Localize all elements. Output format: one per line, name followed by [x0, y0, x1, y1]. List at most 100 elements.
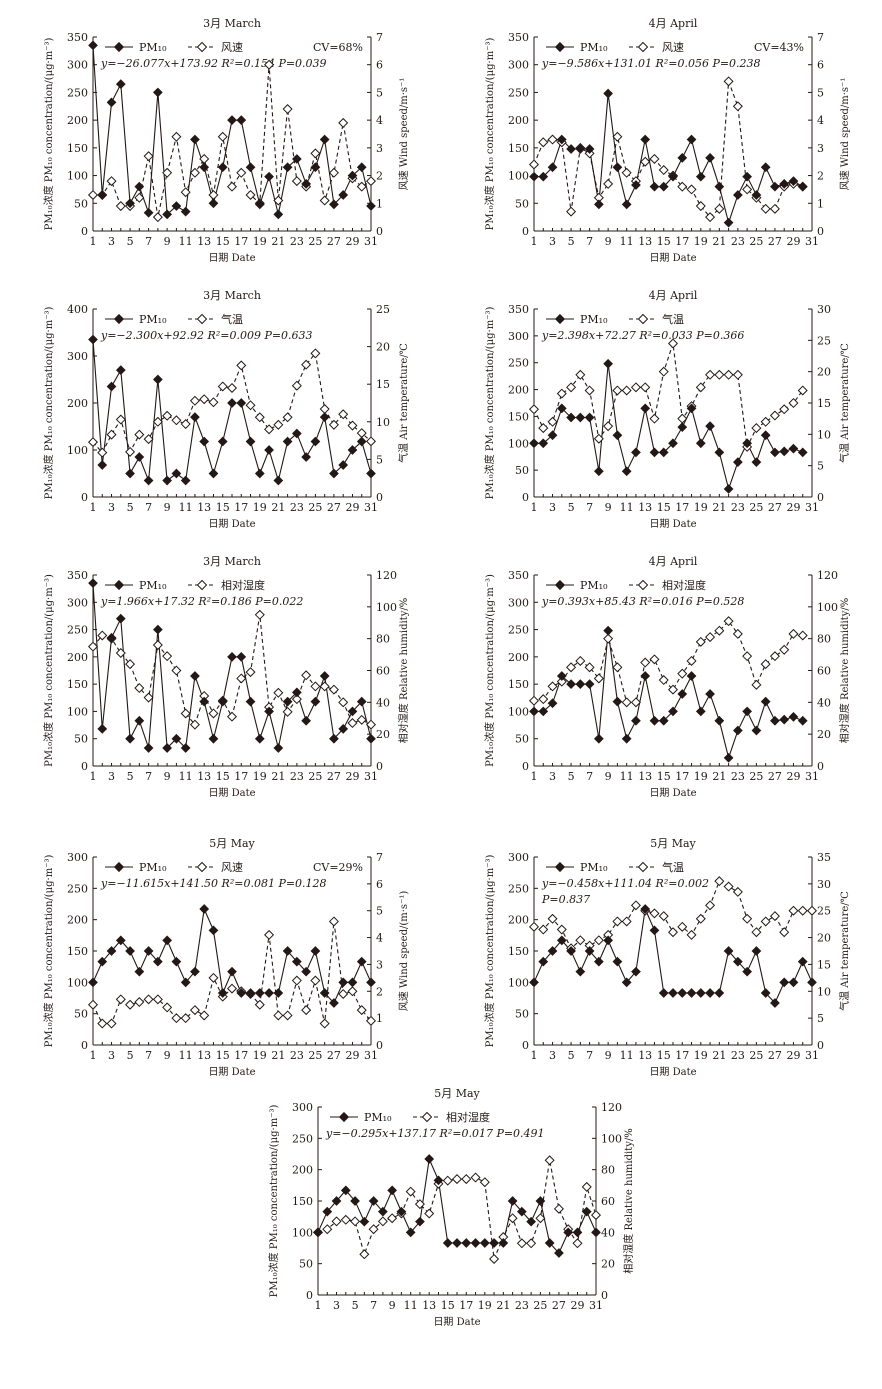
pm10-data-point	[631, 966, 641, 977]
pm10-data-point	[705, 152, 715, 163]
secondary-data-point	[528, 921, 540, 932]
pm10-data-point	[245, 696, 256, 707]
left-y-tick-label: 100	[508, 437, 529, 450]
pm10-data-point	[807, 977, 817, 988]
chart-panel-march-wind: 0 50 100 150 200 250 300 350 0 1 2 3 4 5 6 7 1 3 5 7 9 11 13 15…	[0, 10, 440, 268]
pm10-data-point	[631, 180, 641, 190]
secondary-data-point	[649, 153, 660, 164]
pm10-data-point	[575, 144, 586, 154]
x-tick-label: 19	[694, 770, 708, 783]
pm10-data-point	[347, 170, 358, 181]
pm10-data-point	[621, 977, 632, 988]
secondary-data-point	[319, 404, 330, 415]
x-tick-label: 27	[768, 770, 782, 783]
left-y-tick-label: 250	[67, 86, 88, 99]
pm10-data-point	[714, 715, 725, 726]
x-tick-label: 15	[657, 235, 671, 248]
secondary-data-point	[779, 644, 790, 655]
pm10-data-point	[507, 1196, 518, 1206]
secondary-data-point	[797, 630, 808, 641]
secondary-data-point	[115, 201, 126, 212]
secondary-data-point	[649, 413, 660, 424]
left-y-axis-title: PM₁₀浓度 PM₁₀ concentration/(μg·m⁻³)	[483, 574, 496, 767]
pm10-data-point	[612, 696, 623, 707]
secondary-data-point	[254, 412, 265, 423]
pm10-data-point	[340, 1185, 351, 1196]
secondary-data-point	[612, 662, 623, 673]
pm10-data-point	[547, 698, 558, 709]
right-y-tick-label: 20	[601, 1258, 615, 1271]
secondary-data-point	[264, 59, 275, 70]
secondary-data-point	[226, 181, 238, 192]
pm10-data-point	[282, 436, 293, 447]
x-tick-label: 23	[731, 501, 745, 514]
secondary-data-point	[584, 662, 595, 673]
right-y-tick-label: 5	[376, 86, 383, 99]
secondary-data-point	[152, 212, 163, 223]
right-y-tick-label: 15	[376, 378, 390, 391]
pm10-data-point	[517, 1206, 527, 1217]
pm10-data-point	[677, 152, 688, 163]
x-tick-label: 9	[605, 501, 612, 514]
x-tick-label: 23	[290, 501, 304, 514]
pm10-data-point	[171, 956, 182, 967]
secondary-data-point	[365, 436, 377, 447]
pm10-data-point	[153, 87, 163, 98]
x-tick-label: 5	[127, 770, 134, 783]
x-tick-label: 19	[253, 770, 267, 783]
chart-panel-may-wind: 0 50 100 150 200 250 300 0 1 2 3 4 5 6 7 1 3 5 7 9 11 13 15 17 1…	[0, 830, 440, 1082]
secondary-data-point	[538, 924, 549, 935]
pm10-data-point	[190, 134, 200, 145]
legend-pm10-marker	[113, 313, 125, 325]
secondary-data-point	[106, 429, 117, 440]
right-y-tick-label: 6	[376, 59, 383, 72]
left-y-tick-label: 250	[67, 882, 88, 895]
x-tick-label: 1	[90, 235, 97, 248]
pm10-data-point	[115, 365, 126, 375]
secondary-data-point	[603, 421, 614, 432]
right-y-axis-title: 风速 Wind speed/(m·s⁻¹)	[398, 891, 410, 1012]
x-tick-label: 1	[90, 501, 97, 514]
x-tick-label: 27	[327, 1049, 341, 1062]
secondary-data-point	[566, 206, 577, 217]
pm10-data-point	[171, 201, 182, 211]
pm10-data-point	[331, 1196, 342, 1206]
pm10-data-point	[695, 988, 706, 998]
secondary-data-point	[760, 416, 771, 427]
pm10-data-point	[770, 447, 780, 458]
pm10-data-point	[319, 412, 330, 422]
secondary-data-point	[566, 382, 577, 393]
secondary-data-point	[387, 1213, 398, 1224]
left-y-tick-label: 50	[74, 197, 88, 210]
right-y-tick-label: 35	[817, 851, 831, 864]
pm10-data-point	[134, 966, 145, 977]
x-tick-label: 21	[712, 770, 726, 783]
secondary-data-point	[742, 913, 753, 924]
secondary-data-point	[236, 673, 247, 684]
x-tick-label: 9	[164, 770, 171, 783]
left-y-tick-label: 150	[508, 410, 529, 423]
secondary-data-point	[714, 876, 725, 887]
pm10-data-point	[162, 743, 172, 753]
pm10-data-point	[529, 977, 539, 988]
pm10-data-point	[797, 956, 808, 967]
left-y-tick-label: 100	[67, 705, 88, 718]
pm10-data-point	[649, 447, 660, 458]
pm10-data-point	[134, 452, 145, 462]
secondary-data-point	[677, 921, 688, 932]
pm10-data-point	[594, 466, 604, 477]
secondary-data-point	[134, 997, 145, 1008]
series-pm10-line	[92, 339, 372, 483]
x-tick-label: 5	[568, 1049, 575, 1062]
x-tick-label: 25	[749, 1049, 763, 1062]
legend-series2-marker	[196, 313, 208, 325]
pm10-data-point	[190, 412, 200, 422]
pm10-data-point	[143, 946, 154, 956]
x-axis-title: 日期 Date	[208, 518, 255, 530]
cv-label: CV=29%	[313, 861, 363, 874]
pm10-data-point	[347, 445, 358, 455]
secondary-data-point	[365, 719, 377, 730]
pm10-data-point	[566, 144, 576, 154]
pm10-data-point	[779, 446, 790, 457]
pm10-data-point	[424, 1154, 435, 1164]
